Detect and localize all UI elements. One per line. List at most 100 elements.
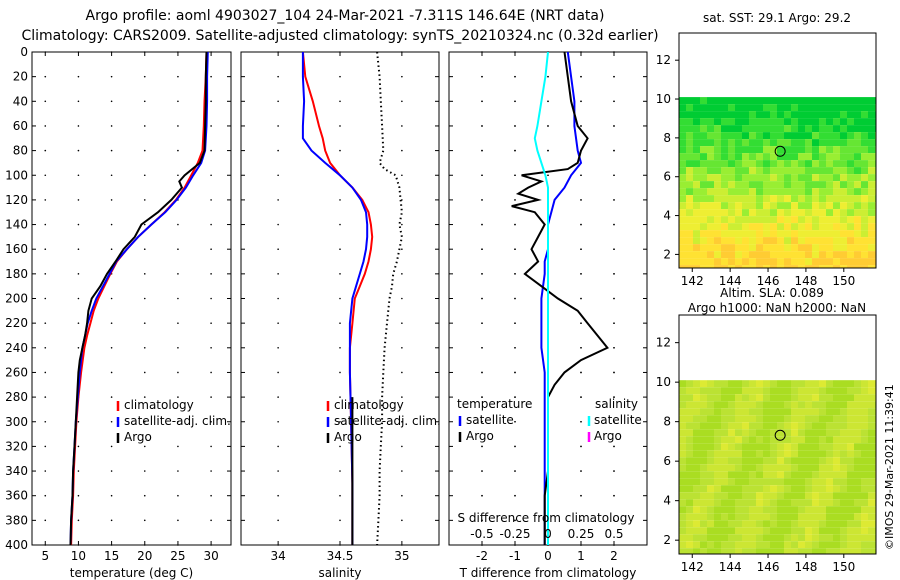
map-cell xyxy=(868,513,875,521)
map-cell xyxy=(721,97,728,105)
map-cell xyxy=(805,244,812,252)
map-cell xyxy=(728,139,735,147)
map-cell xyxy=(714,188,721,196)
map-cell xyxy=(791,506,798,514)
map-cell xyxy=(721,104,728,112)
map-cell xyxy=(742,97,749,105)
map-cell xyxy=(805,408,812,416)
map-cell xyxy=(840,450,847,458)
map-cell xyxy=(861,139,868,147)
map-cell xyxy=(749,188,756,196)
map-cell xyxy=(728,132,735,140)
map-cell xyxy=(707,258,714,266)
map-cell xyxy=(854,209,861,217)
map-cell xyxy=(693,209,700,217)
map-cell xyxy=(721,401,728,409)
map-cell xyxy=(749,401,756,409)
map-cell xyxy=(868,202,875,210)
map-cell xyxy=(700,125,707,133)
map-cell xyxy=(763,97,770,105)
map-cell xyxy=(784,408,791,416)
map-cell xyxy=(770,387,777,395)
map-cell xyxy=(679,181,686,189)
map-cell xyxy=(833,139,840,147)
map-cell xyxy=(777,195,784,203)
map-cell xyxy=(791,478,798,486)
grid-dot xyxy=(143,125,146,127)
map-cell xyxy=(833,485,840,493)
map-cell xyxy=(784,146,791,154)
map-cell xyxy=(770,457,777,465)
map-cell xyxy=(714,387,721,395)
map-cell xyxy=(693,244,700,252)
map-cell xyxy=(847,513,854,521)
map-cell xyxy=(742,160,749,168)
grid-dot xyxy=(77,248,80,250)
map-cell xyxy=(805,457,812,465)
map-cell xyxy=(707,251,714,259)
map-cell xyxy=(707,230,714,238)
grid-dot xyxy=(77,149,80,152)
map-cell xyxy=(854,139,861,147)
map-cell xyxy=(693,153,700,161)
grid-dot xyxy=(613,470,615,472)
map-cell xyxy=(840,408,847,416)
map-cell xyxy=(700,244,707,252)
map-cell xyxy=(798,258,805,266)
map-cell xyxy=(679,478,686,486)
map-cell xyxy=(791,202,798,210)
map-cell xyxy=(868,265,875,268)
grid-dot xyxy=(177,396,179,398)
map-cell xyxy=(847,167,854,175)
map-cell xyxy=(700,527,707,535)
map-cell xyxy=(826,387,833,395)
map-cell xyxy=(686,111,693,119)
map-cell xyxy=(812,471,819,479)
map-cell xyxy=(693,174,700,182)
map-cell xyxy=(833,450,840,458)
map-cell xyxy=(700,167,707,175)
map-cell xyxy=(812,520,819,528)
grid-dot xyxy=(514,519,516,522)
map-cell xyxy=(686,118,693,126)
map-cell xyxy=(812,209,819,217)
map-cell xyxy=(679,513,686,521)
map-cell xyxy=(819,450,826,458)
grid-dot xyxy=(547,75,549,78)
grid-dot xyxy=(514,297,516,300)
map-cell xyxy=(791,485,798,493)
map-cell xyxy=(812,506,819,514)
map-cell xyxy=(805,181,812,189)
map-x-tick-label: 150 xyxy=(832,274,855,288)
map-cell xyxy=(686,209,693,217)
map-cell xyxy=(707,202,714,210)
map-cell xyxy=(700,251,707,259)
grid-dot xyxy=(177,322,179,324)
map-cell xyxy=(763,160,770,168)
map-cell xyxy=(735,527,742,535)
map-cell xyxy=(840,258,847,266)
map-cell xyxy=(700,457,707,465)
map-cell xyxy=(861,111,868,119)
map-cell xyxy=(700,237,707,245)
map-cell xyxy=(770,132,777,140)
grid-dot xyxy=(580,223,582,226)
grid-dot xyxy=(44,149,47,152)
map-cell xyxy=(700,422,707,430)
map-cell xyxy=(868,478,875,486)
map-cell xyxy=(714,422,721,430)
map-x-tick-label: 148 xyxy=(794,274,817,288)
map-cell xyxy=(714,394,721,402)
map-cell xyxy=(714,209,721,217)
grid-dot xyxy=(77,445,80,448)
map-cell xyxy=(812,244,819,252)
map-cell xyxy=(770,118,777,126)
map-cell xyxy=(868,520,875,528)
map-cell xyxy=(798,422,805,430)
map-cell xyxy=(700,464,707,472)
map-cell xyxy=(777,125,784,133)
map-cell xyxy=(735,541,742,549)
x-tick-label: 35 xyxy=(394,549,409,563)
map-cell xyxy=(791,471,798,479)
map-cell xyxy=(791,492,798,500)
